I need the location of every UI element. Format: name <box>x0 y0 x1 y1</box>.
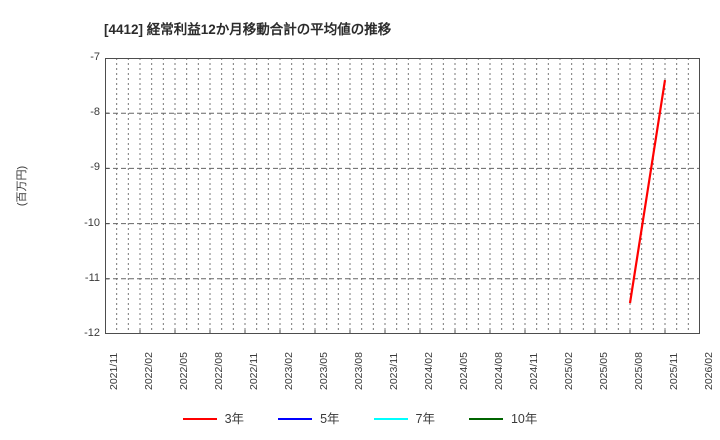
legend-item-5年[interactable]: 5年 <box>278 412 340 426</box>
x-axis-tick-marks <box>105 330 700 334</box>
y-axis-label: (百万円) <box>16 165 28 207</box>
legend-line-icon <box>278 418 313 420</box>
legend-line-icon <box>468 418 503 420</box>
x-axis-tick-label: 2025/11 <box>668 352 680 390</box>
horizontal-gridlines <box>105 112 700 280</box>
vertical-gridlines <box>116 58 689 334</box>
legend-item-label: 5年 <box>320 412 340 426</box>
x-axis-tick-labels: 2021/11 2022/02 2022/05 2022/08 2022/11 2023/… <box>105 334 715 404</box>
x-axis-tick-label: 2023/02 <box>283 352 295 390</box>
y-axis-tick-label: -8 <box>90 106 100 119</box>
x-axis-tick-label: 2023/05 <box>318 352 330 390</box>
legend-item-label: 7年 <box>415 412 435 426</box>
axis-frame <box>105 58 700 334</box>
x-axis-tick-label: 2025/05 <box>598 352 610 390</box>
x-axis-tick-label: 2024/08 <box>493 352 505 390</box>
x-axis-tick-label: 2023/11 <box>388 352 400 390</box>
plot-svg <box>105 58 700 334</box>
x-axis-tick-label: 2022/05 <box>178 352 190 390</box>
x-axis-tick-label: 2021/11 <box>108 352 120 390</box>
y-axis-tick-label: -9 <box>90 161 100 174</box>
y-axis-tick-label: -12 <box>84 327 100 339</box>
x-axis-tick-label: 2025/08 <box>633 352 645 390</box>
legend-item-3年[interactable]: 3年 <box>182 412 245 426</box>
chart-legend: 3年 5年 7年 10年 <box>0 404 720 434</box>
y-axis-tick-label: -11 <box>84 271 100 284</box>
legend-item-7年[interactable]: 7年 <box>373 412 435 426</box>
y-axis-tick-labels: -7 -8 -9 -10 -11 -12 <box>55 52 100 339</box>
x-axis-tick-label: 2022/08 <box>213 352 225 390</box>
x-axis-tick-label: 2024/11 <box>528 352 540 390</box>
legend-line-icon <box>182 418 217 420</box>
legend-item-label: 3年 <box>224 412 245 426</box>
page-title: [4412] 経常利益12か月移動合計の平均値の推移 <box>104 22 392 37</box>
x-axis-tick-label: 2024/05 <box>458 352 470 390</box>
data-series-layer <box>628 79 667 304</box>
y-axis-tick-marks <box>105 58 109 334</box>
legend-line-icon <box>373 418 408 420</box>
legend-item-label: 10年 <box>510 412 538 426</box>
x-axis-tick-label: 2022/02 <box>143 352 155 390</box>
legend-item-10年[interactable]: 10年 <box>468 412 538 426</box>
x-axis-tick-label: 2025/02 <box>563 352 575 390</box>
series-line-3年 <box>628 79 667 304</box>
plot-area <box>105 58 700 334</box>
x-axis-tick-label: 2022/11 <box>248 352 260 390</box>
x-axis-tick-label: 2023/08 <box>353 352 365 390</box>
y-axis-tick-label: -7 <box>90 51 100 63</box>
x-axis-tick-label: 2026/02 <box>703 352 715 390</box>
y-axis-tick-label: -10 <box>84 216 100 229</box>
x-axis-tick-label: 2024/02 <box>423 352 435 390</box>
